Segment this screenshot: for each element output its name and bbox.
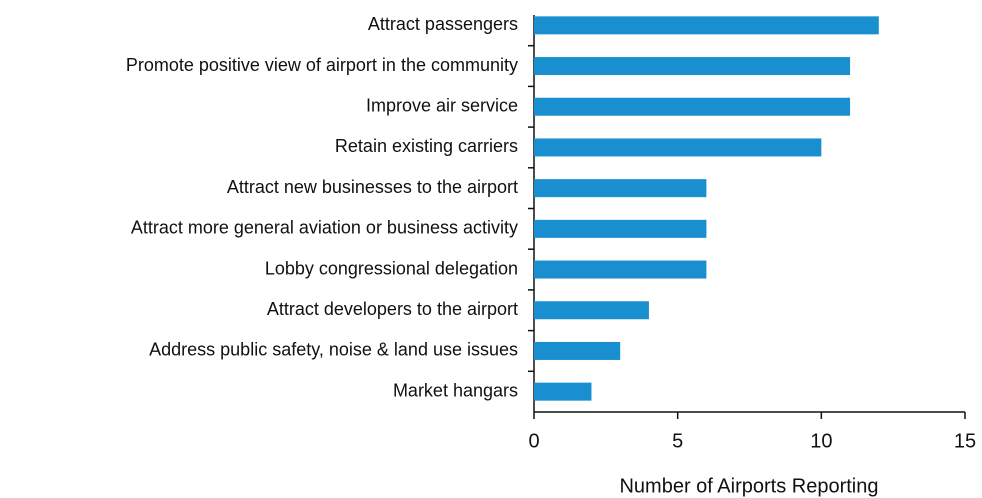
- x-tick-label: 0: [528, 430, 539, 452]
- y-tick-label: Address public safety, noise & land use …: [149, 340, 518, 360]
- bar: [534, 301, 649, 320]
- y-tick-label: Improve air service: [366, 96, 518, 116]
- y-tick-label: Promote positive view of airport in the …: [126, 55, 518, 75]
- bar: [534, 219, 707, 238]
- y-tick-label: Attract passengers: [368, 14, 518, 34]
- bar: [534, 382, 592, 401]
- bar: [534, 179, 707, 198]
- x-tick-label: 10: [810, 430, 832, 452]
- bar: [534, 16, 879, 35]
- bar: [534, 97, 851, 116]
- x-tick-label: 15: [954, 430, 976, 452]
- x-tick-label: 5: [672, 430, 683, 452]
- y-tick-label: Attract developers to the airport: [267, 299, 518, 319]
- x-axis-label: Number of Airports Reporting: [619, 475, 878, 497]
- bar: [534, 138, 822, 157]
- bar: [534, 260, 707, 279]
- bar: [534, 57, 851, 76]
- y-tick-label: Attract new businesses to the airport: [227, 177, 518, 197]
- y-tick-label: Attract more general aviation or busines…: [131, 218, 518, 238]
- y-tick-label: Retain existing carriers: [335, 136, 518, 156]
- bar: [534, 341, 621, 360]
- y-tick-label: Market hangars: [393, 380, 518, 400]
- y-tick-label: Lobby congressional delegation: [265, 258, 518, 278]
